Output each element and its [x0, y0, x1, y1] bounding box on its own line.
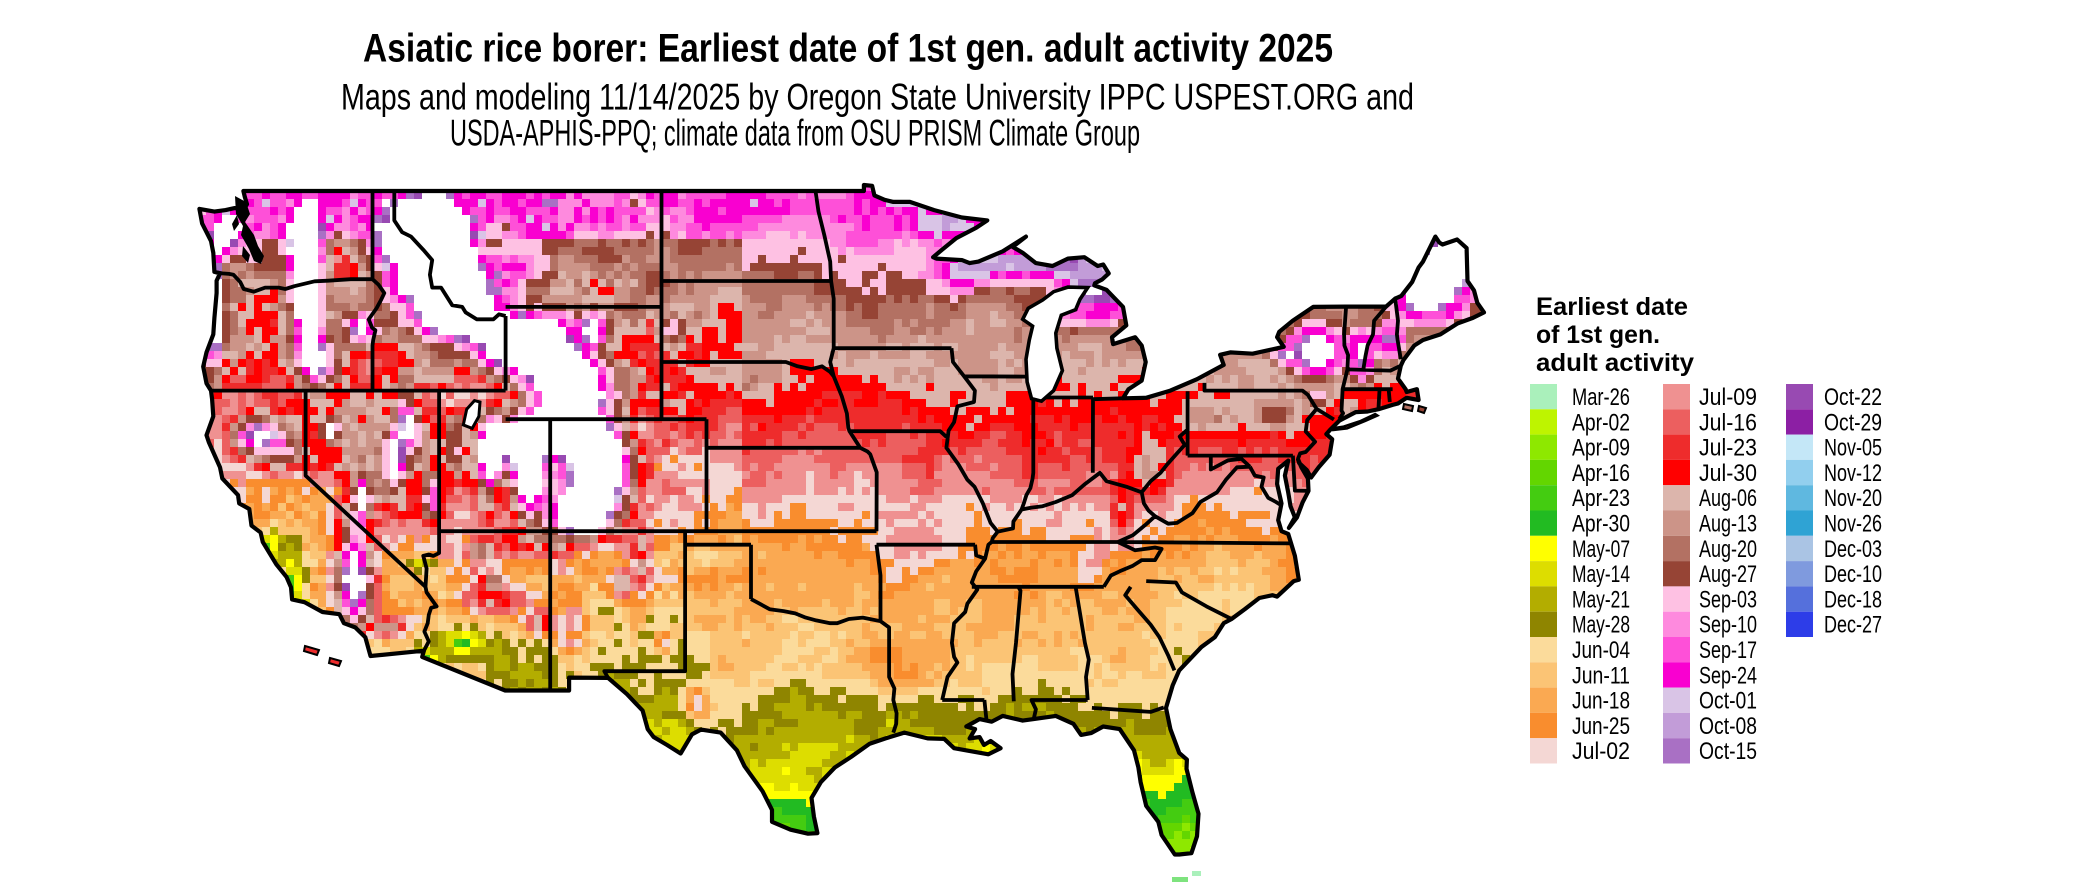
svg-text:Jul-30: Jul-30	[1699, 460, 1757, 487]
svg-text:adult activity: adult activity	[1536, 349, 1694, 377]
svg-text:Maps and modeling 11/14/2025 b: Maps and modeling 11/14/2025 by Oregon S…	[341, 77, 1414, 118]
svg-text:Oct-15: Oct-15	[1699, 738, 1757, 765]
svg-text:Dec-18: Dec-18	[1824, 586, 1882, 613]
svg-text:Apr-30: Apr-30	[1572, 511, 1630, 538]
svg-text:Oct-22: Oct-22	[1824, 384, 1882, 411]
svg-text:Dec-03: Dec-03	[1824, 536, 1882, 563]
svg-text:Oct-08: Oct-08	[1699, 713, 1757, 740]
svg-text:Asiatic rice borer: Earliest d: Asiatic rice borer: Earliest date of 1st…	[363, 27, 1333, 71]
svg-text:Apr-16: Apr-16	[1572, 460, 1630, 487]
svg-text:Jun-18: Jun-18	[1572, 688, 1630, 715]
svg-text:Aug-13: Aug-13	[1699, 511, 1757, 538]
svg-text:Jun-04: Jun-04	[1572, 637, 1630, 664]
svg-text:May-14: May-14	[1572, 561, 1630, 588]
svg-text:Jul-16: Jul-16	[1699, 409, 1757, 436]
svg-text:Nov-12: Nov-12	[1824, 460, 1882, 487]
svg-text:Jun-11: Jun-11	[1572, 662, 1630, 689]
svg-text:Oct-29: Oct-29	[1824, 409, 1882, 436]
svg-text:Mar-26: Mar-26	[1572, 384, 1630, 411]
svg-text:Apr-23: Apr-23	[1572, 485, 1630, 512]
svg-text:Aug-06: Aug-06	[1699, 485, 1757, 512]
svg-text:Jul-23: Jul-23	[1699, 435, 1757, 462]
svg-text:Aug-20: Aug-20	[1699, 536, 1757, 563]
svg-text:Jun-25: Jun-25	[1572, 713, 1630, 740]
svg-text:Nov-20: Nov-20	[1824, 485, 1882, 512]
svg-text:Dec-27: Dec-27	[1824, 612, 1882, 639]
svg-text:Jul-02: Jul-02	[1572, 738, 1630, 765]
svg-text:Earliest date: Earliest date	[1536, 293, 1688, 321]
svg-text:Dec-10: Dec-10	[1824, 561, 1882, 588]
svg-text:Sep-17: Sep-17	[1699, 637, 1757, 664]
svg-text:Oct-01: Oct-01	[1699, 688, 1757, 715]
svg-text:Apr-02: Apr-02	[1572, 409, 1630, 436]
svg-text:USDA-APHIS-PPQ; climate data f: USDA-APHIS-PPQ; climate data from OSU PR…	[450, 113, 1140, 154]
svg-text:Nov-05: Nov-05	[1824, 435, 1882, 462]
svg-text:May-21: May-21	[1572, 586, 1630, 613]
svg-text:Jul-09: Jul-09	[1699, 384, 1757, 411]
svg-text:Sep-24: Sep-24	[1699, 662, 1757, 689]
svg-text:May-28: May-28	[1572, 612, 1630, 639]
svg-text:Nov-26: Nov-26	[1824, 511, 1882, 538]
svg-text:Sep-10: Sep-10	[1699, 612, 1757, 639]
svg-text:Apr-09: Apr-09	[1572, 435, 1630, 462]
svg-text:Sep-03: Sep-03	[1699, 586, 1757, 613]
svg-text:May-07: May-07	[1572, 536, 1630, 563]
svg-text:Aug-27: Aug-27	[1699, 561, 1757, 588]
svg-text:of 1st gen.: of 1st gen.	[1536, 321, 1660, 349]
